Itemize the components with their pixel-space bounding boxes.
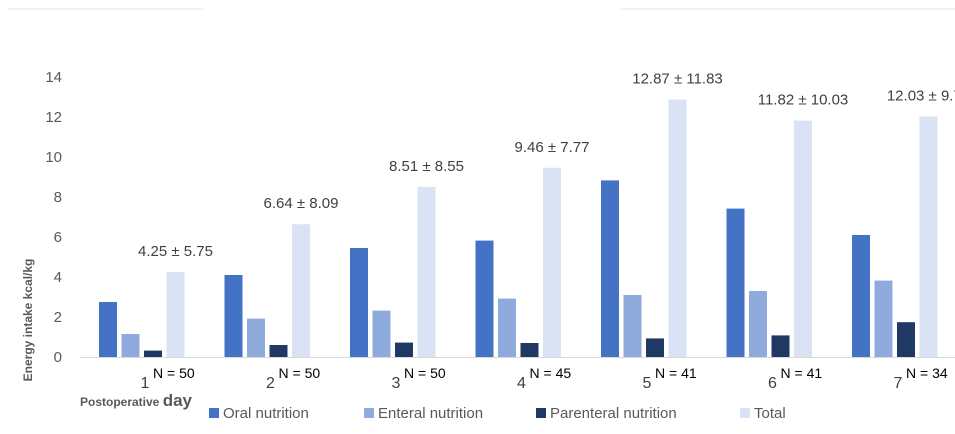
bar-parenteral-nutrition-day-1 bbox=[144, 350, 162, 357]
x-tick-label: 3 bbox=[392, 375, 401, 392]
bar-enteral-nutrition-day-5 bbox=[623, 295, 642, 357]
total-data-label: 12.03 ± 9.74 bbox=[887, 87, 955, 104]
bar-parenteral-nutrition-day-4 bbox=[520, 343, 539, 357]
bar-oral-nutrition-day-4 bbox=[475, 240, 494, 357]
x-tick-label: 5 bbox=[643, 375, 652, 392]
x-axis-label: Postoperative day bbox=[80, 391, 193, 410]
y-tick-label: 4 bbox=[54, 269, 62, 286]
n-count-label: N = 34 bbox=[906, 365, 948, 381]
bar-enteral-nutrition-day-1 bbox=[121, 334, 140, 357]
y-axis-label: Energy intake kcal/kg bbox=[21, 259, 35, 382]
legend-label: Enteral nutrition bbox=[378, 405, 483, 422]
total-data-label: 6.64 ± 8.09 bbox=[264, 195, 339, 212]
bar-parenteral-nutrition-day-2 bbox=[269, 345, 288, 357]
x-tick-label: 6 bbox=[768, 375, 777, 392]
x-tick-label: 1 bbox=[141, 375, 150, 392]
bar-total-day-7 bbox=[919, 116, 938, 358]
bar-oral-nutrition-day-6 bbox=[726, 208, 745, 357]
legend-label: Parenteral nutrition bbox=[550, 405, 677, 422]
y-tick-label: 12 bbox=[45, 109, 62, 126]
legend-item: Enteral nutrition bbox=[364, 405, 483, 422]
legend-label: Oral nutrition bbox=[223, 405, 309, 422]
x-tick-label: 4 bbox=[517, 375, 526, 392]
total-data-label: 9.46 ± 7.77 bbox=[515, 139, 590, 156]
bar-total-day-4 bbox=[543, 167, 561, 357]
total-data-label: 12.87 ± 11.83 bbox=[632, 71, 723, 88]
bar-total-day-6 bbox=[794, 120, 812, 357]
n-count-label: N = 50 bbox=[279, 365, 321, 381]
bar-total-day-5 bbox=[668, 99, 687, 357]
legend-item: Total bbox=[740, 405, 786, 422]
bar-oral-nutrition-day-1 bbox=[99, 302, 117, 357]
total-data-label: 8.51 ± 8.55 bbox=[389, 158, 464, 175]
bar-enteral-nutrition-day-2 bbox=[247, 318, 265, 357]
bar-parenteral-nutrition-day-6 bbox=[771, 335, 790, 357]
bar-parenteral-nutrition-day-3 bbox=[395, 342, 413, 357]
n-count-label: N = 50 bbox=[153, 365, 195, 381]
bar-oral-nutrition-day-2 bbox=[224, 275, 243, 357]
legend-label: Total bbox=[754, 405, 786, 422]
bar-enteral-nutrition-day-4 bbox=[498, 298, 516, 357]
legend-swatch bbox=[536, 408, 546, 418]
n-count-label: N = 50 bbox=[404, 365, 446, 381]
bar-parenteral-nutrition-day-5 bbox=[646, 338, 664, 357]
y-tick-label: 10 bbox=[45, 149, 62, 166]
bar-oral-nutrition-day-3 bbox=[350, 248, 368, 357]
legend-item: Parenteral nutrition bbox=[536, 405, 677, 422]
total-data-label: 4.25 ± 5.75 bbox=[138, 243, 213, 260]
n-count-label: N = 45 bbox=[530, 365, 572, 381]
n-count-label: N = 41 bbox=[781, 365, 823, 381]
y-tick-label: 0 bbox=[54, 349, 62, 366]
bar-total-day-2 bbox=[292, 224, 310, 357]
x-tick-label: 2 bbox=[266, 375, 275, 392]
bar-enteral-nutrition-day-7 bbox=[874, 280, 893, 357]
bar-oral-nutrition-day-5 bbox=[601, 180, 619, 357]
bar-enteral-nutrition-day-6 bbox=[749, 291, 767, 357]
y-tick-label: 8 bbox=[54, 189, 62, 206]
bar-total-day-1 bbox=[166, 272, 185, 357]
bar-parenteral-nutrition-day-7 bbox=[897, 322, 915, 357]
x-tick-label: 7 bbox=[894, 375, 903, 392]
n-count-label: N = 41 bbox=[655, 365, 697, 381]
y-tick-label: 2 bbox=[54, 309, 62, 326]
total-data-label: 11.82 ± 10.03 bbox=[758, 92, 849, 109]
legend-swatch bbox=[740, 408, 750, 418]
bar-enteral-nutrition-day-3 bbox=[372, 310, 391, 357]
legend-swatch bbox=[209, 408, 219, 418]
legend-item: Oral nutrition bbox=[209, 405, 309, 422]
bar-total-day-3 bbox=[417, 186, 436, 357]
y-tick-label: 6 bbox=[54, 229, 62, 246]
legend-swatch bbox=[364, 408, 374, 418]
y-tick-label: 14 bbox=[45, 69, 62, 86]
bar-oral-nutrition-day-7 bbox=[852, 235, 870, 357]
